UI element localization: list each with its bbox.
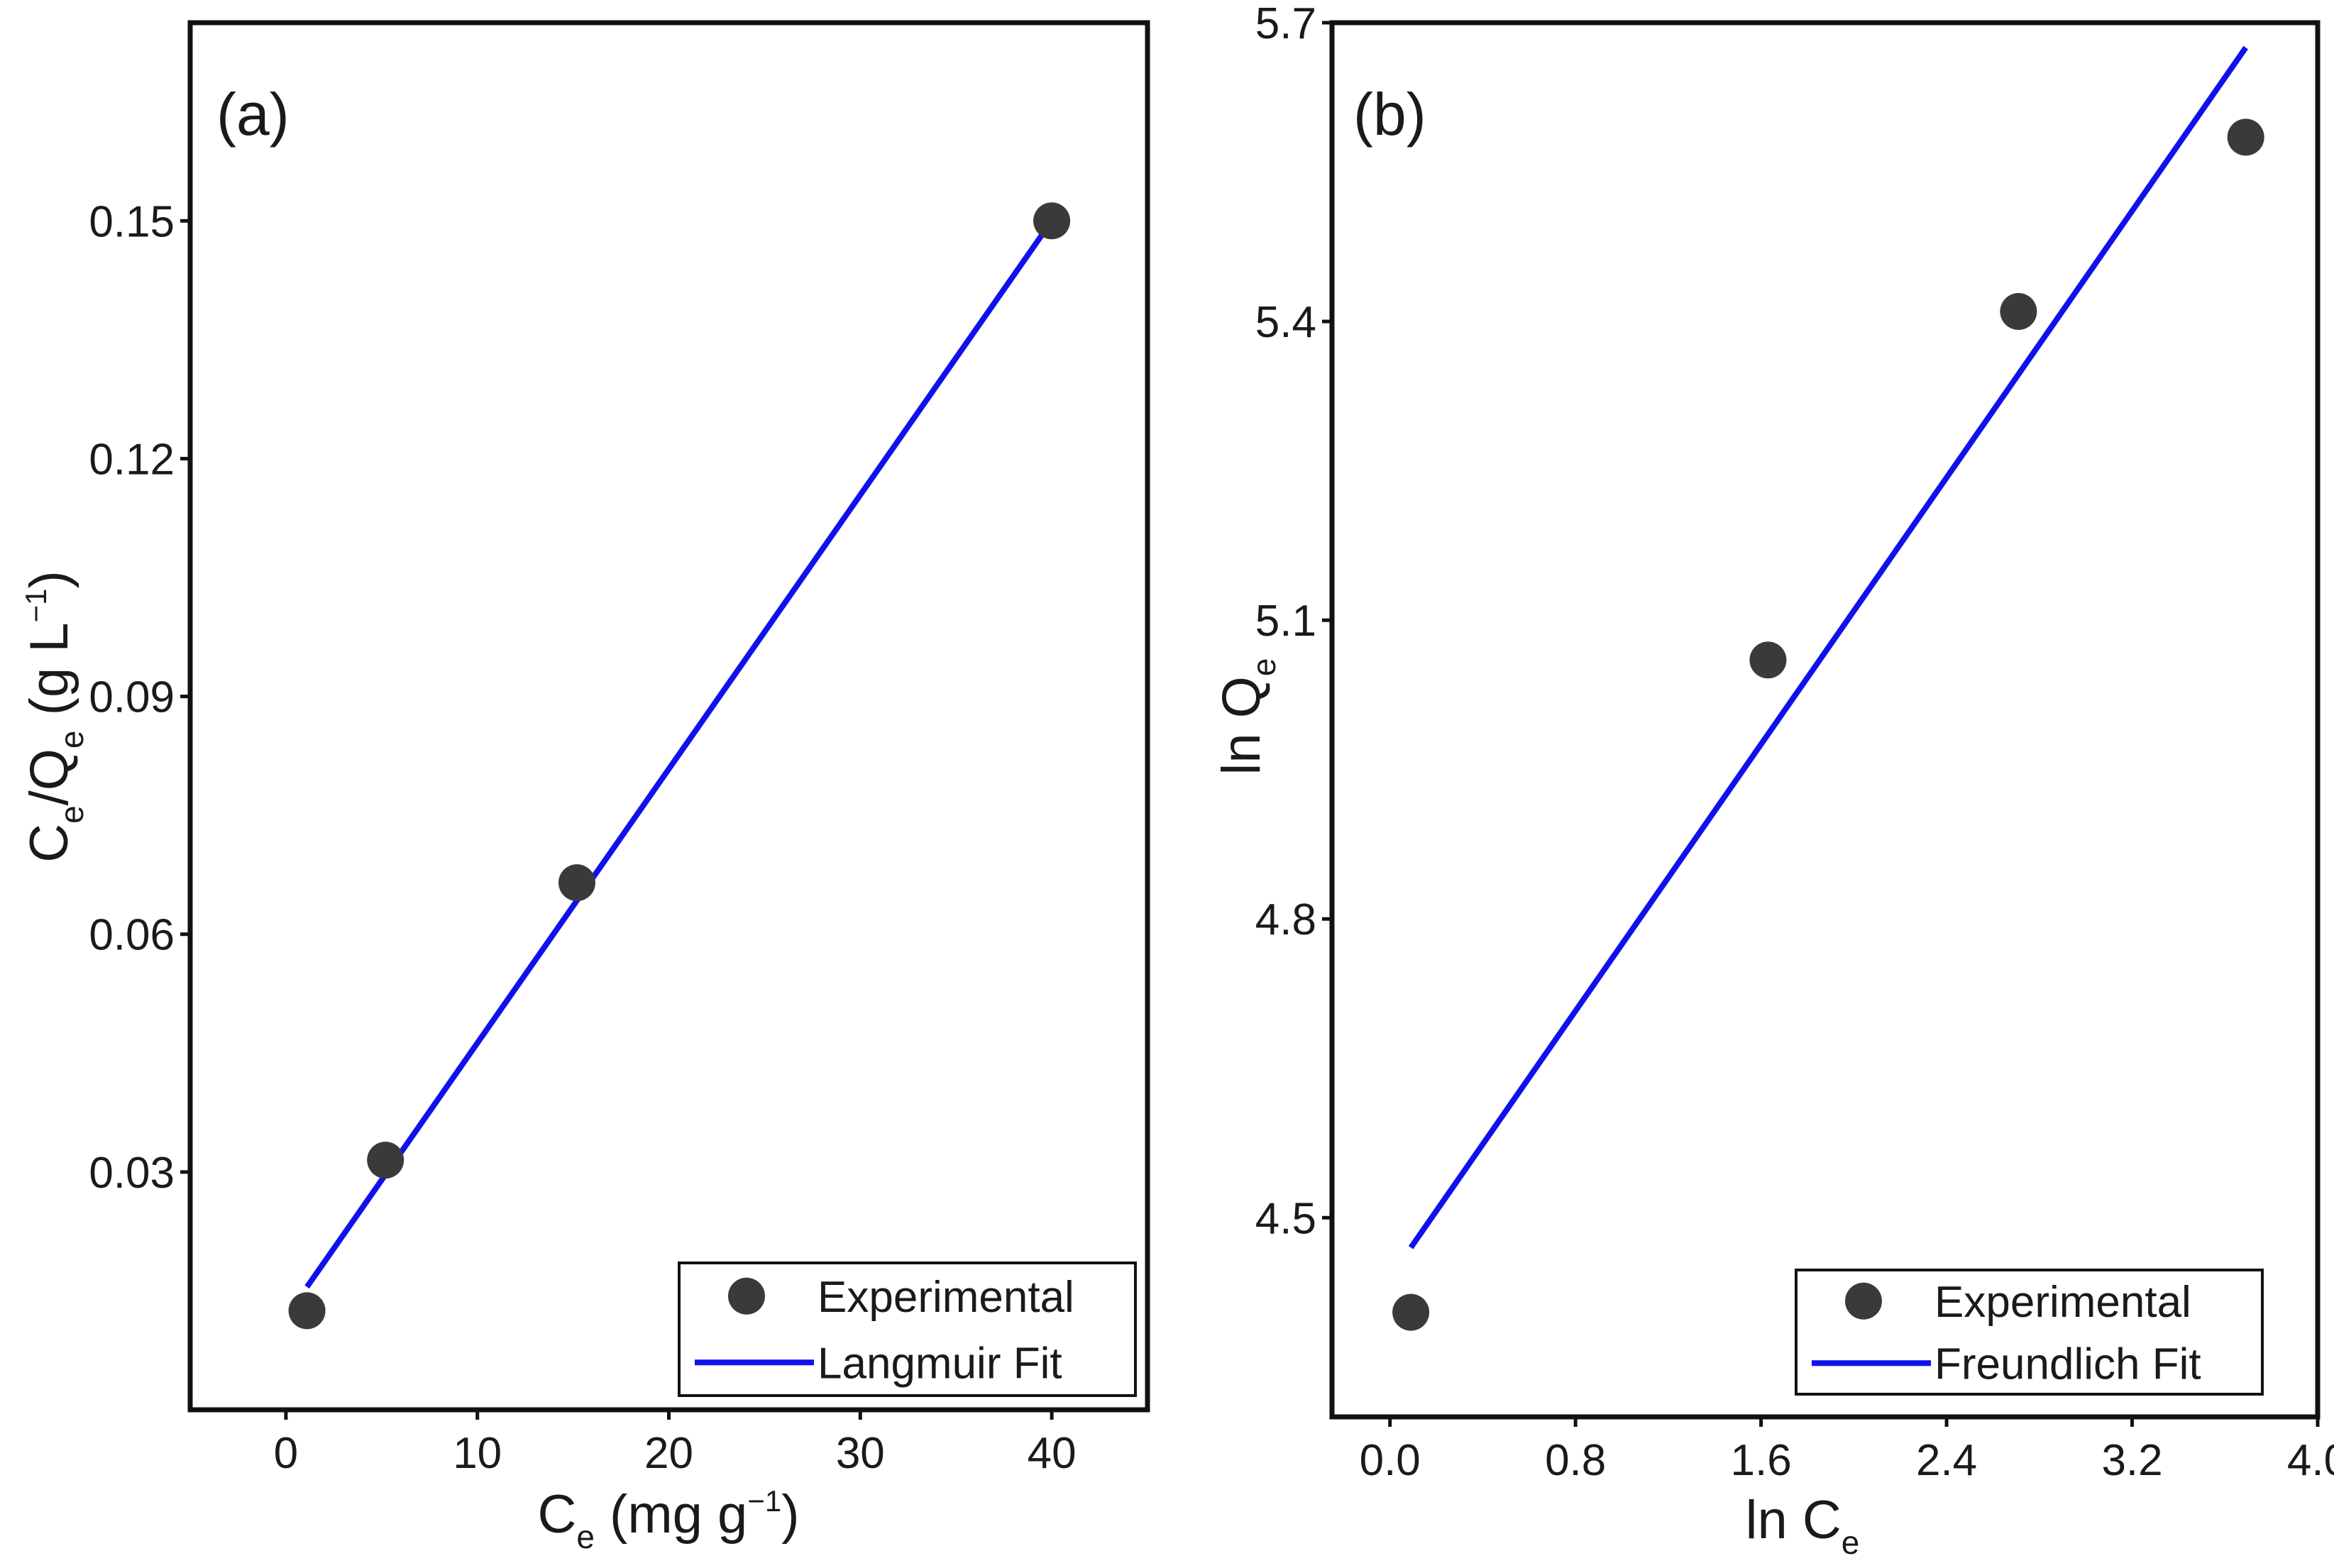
panel-a-x-axis-title: Ce (mg g−1) (537, 1484, 799, 1555)
panel-b-data-point (1392, 1293, 1430, 1331)
panel-a-x-tick-label: 0 (274, 1429, 298, 1478)
panel-a-legend: Experimental Langmuir Fit (678, 1261, 1137, 1397)
panel-a-label: (a) (216, 81, 290, 148)
panel-b-y-tick-label: 4.8 (1255, 895, 1316, 944)
panel-b-y-tick-label: 4.5 (1255, 1194, 1316, 1243)
panel-b-fit-line (1408, 45, 2248, 1249)
panel-a-x-tick-label: 20 (644, 1429, 693, 1478)
panel-b-y-tick-label: 5.7 (1255, 0, 1316, 48)
panel-b-x-tick-label: 3.2 (2101, 1436, 2162, 1485)
panel-b-plot-frame (1329, 20, 2321, 1420)
panel-b-data-point (2000, 293, 2037, 331)
panel-a-fit-line (304, 219, 1055, 1289)
panel-b-x-tick-label: 4.0 (2287, 1436, 2334, 1485)
panel-a-legend-label: Langmuir Fit (818, 1339, 1062, 1388)
panel-a-y-tick-label: 0.12 (89, 435, 175, 484)
panel-a-plot-frame (187, 20, 1150, 1413)
panel-a-y-tick-label: 0.15 (89, 197, 175, 246)
panel-b-legend-label: Experimental (1934, 1278, 2191, 1327)
panel-a: 0 10 20 30 40 0.03 0.06 0.09 0.12 0.15 (a) Experime… (19, 20, 1150, 1555)
panel-b: 0.0 0.8 1.6 2.4 3.2 4.0 4.5 4.8 5.1 5.4 5.7 (b) Expe… (1211, 0, 2334, 1561)
panel-b-y-tick-label: 5.1 (1255, 597, 1316, 646)
panel-a-x-tick-label: 10 (453, 1429, 502, 1478)
panel-b-label: (b) (1353, 81, 1426, 148)
panel-a-data-point (367, 1142, 404, 1179)
panel-a-data-point (558, 864, 595, 902)
panel-b-x-axis-title: ln Ce (1746, 1490, 1860, 1561)
panel-a-data-point (288, 1292, 326, 1330)
panel-b-x-tick-label: 0.8 (1545, 1436, 1606, 1485)
panel-b-x-tick-label: 2.4 (1916, 1436, 1977, 1485)
panel-a-y-tick-label: 0.06 (89, 911, 175, 960)
panel-a-legend-label: Experimental (818, 1273, 1074, 1322)
panel-b-data-point (2227, 118, 2264, 156)
panel-b-data-point (1749, 641, 1787, 679)
panel-b-legend-marker (1845, 1282, 1882, 1320)
panel-a-y-axis-title: Ce/Qe (g L−1) (19, 570, 90, 863)
panel-a-data-point (1033, 202, 1071, 240)
panel-a-y-tick-label: 0.03 (89, 1149, 175, 1198)
panel-a-x-tick-label: 40 (1028, 1429, 1077, 1478)
panel-b-y-axis-title: ln Qe (1211, 658, 1282, 775)
panel-b-legend: Experimental Freundlich Fit (1795, 1269, 2264, 1396)
panel-a-legend-marker (728, 1277, 765, 1315)
panel-b-x-tick-label: 1.6 (1731, 1436, 1792, 1485)
panel-b-y-tick-label: 5.4 (1255, 298, 1316, 347)
panel-b-x-tick-label: 0.0 (1360, 1436, 1421, 1485)
panel-a-y-tick-label: 0.09 (89, 673, 175, 722)
panel-b-legend-label: Freundlich Fit (1934, 1340, 2201, 1388)
panel-a-x-tick-label: 30 (836, 1429, 885, 1478)
